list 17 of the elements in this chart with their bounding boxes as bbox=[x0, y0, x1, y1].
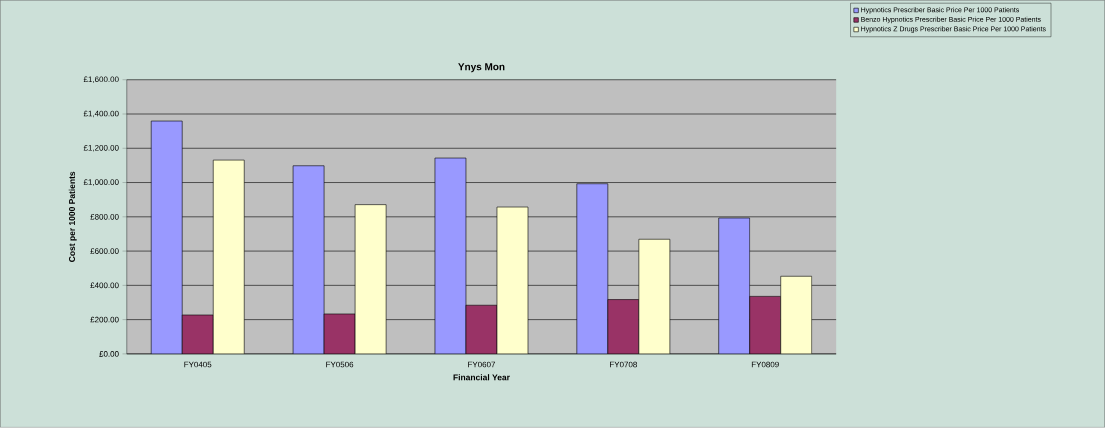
bar bbox=[181, 314, 214, 355]
bar bbox=[212, 159, 245, 355]
chart-title: Ynys Mon bbox=[458, 63, 505, 73]
bar bbox=[150, 120, 183, 355]
x-axis-title: Financial Year bbox=[453, 374, 510, 381]
bar bbox=[434, 157, 467, 355]
bar bbox=[496, 206, 529, 355]
bar bbox=[638, 239, 671, 355]
bar bbox=[576, 183, 609, 355]
bar bbox=[718, 217, 751, 355]
bar bbox=[292, 165, 325, 355]
bar bbox=[354, 204, 387, 355]
bar bbox=[607, 299, 640, 355]
y-axis-title: Cost per 1000 Patients bbox=[68, 171, 77, 263]
bar bbox=[465, 305, 498, 355]
bar bbox=[749, 296, 782, 355]
bar bbox=[780, 276, 813, 355]
